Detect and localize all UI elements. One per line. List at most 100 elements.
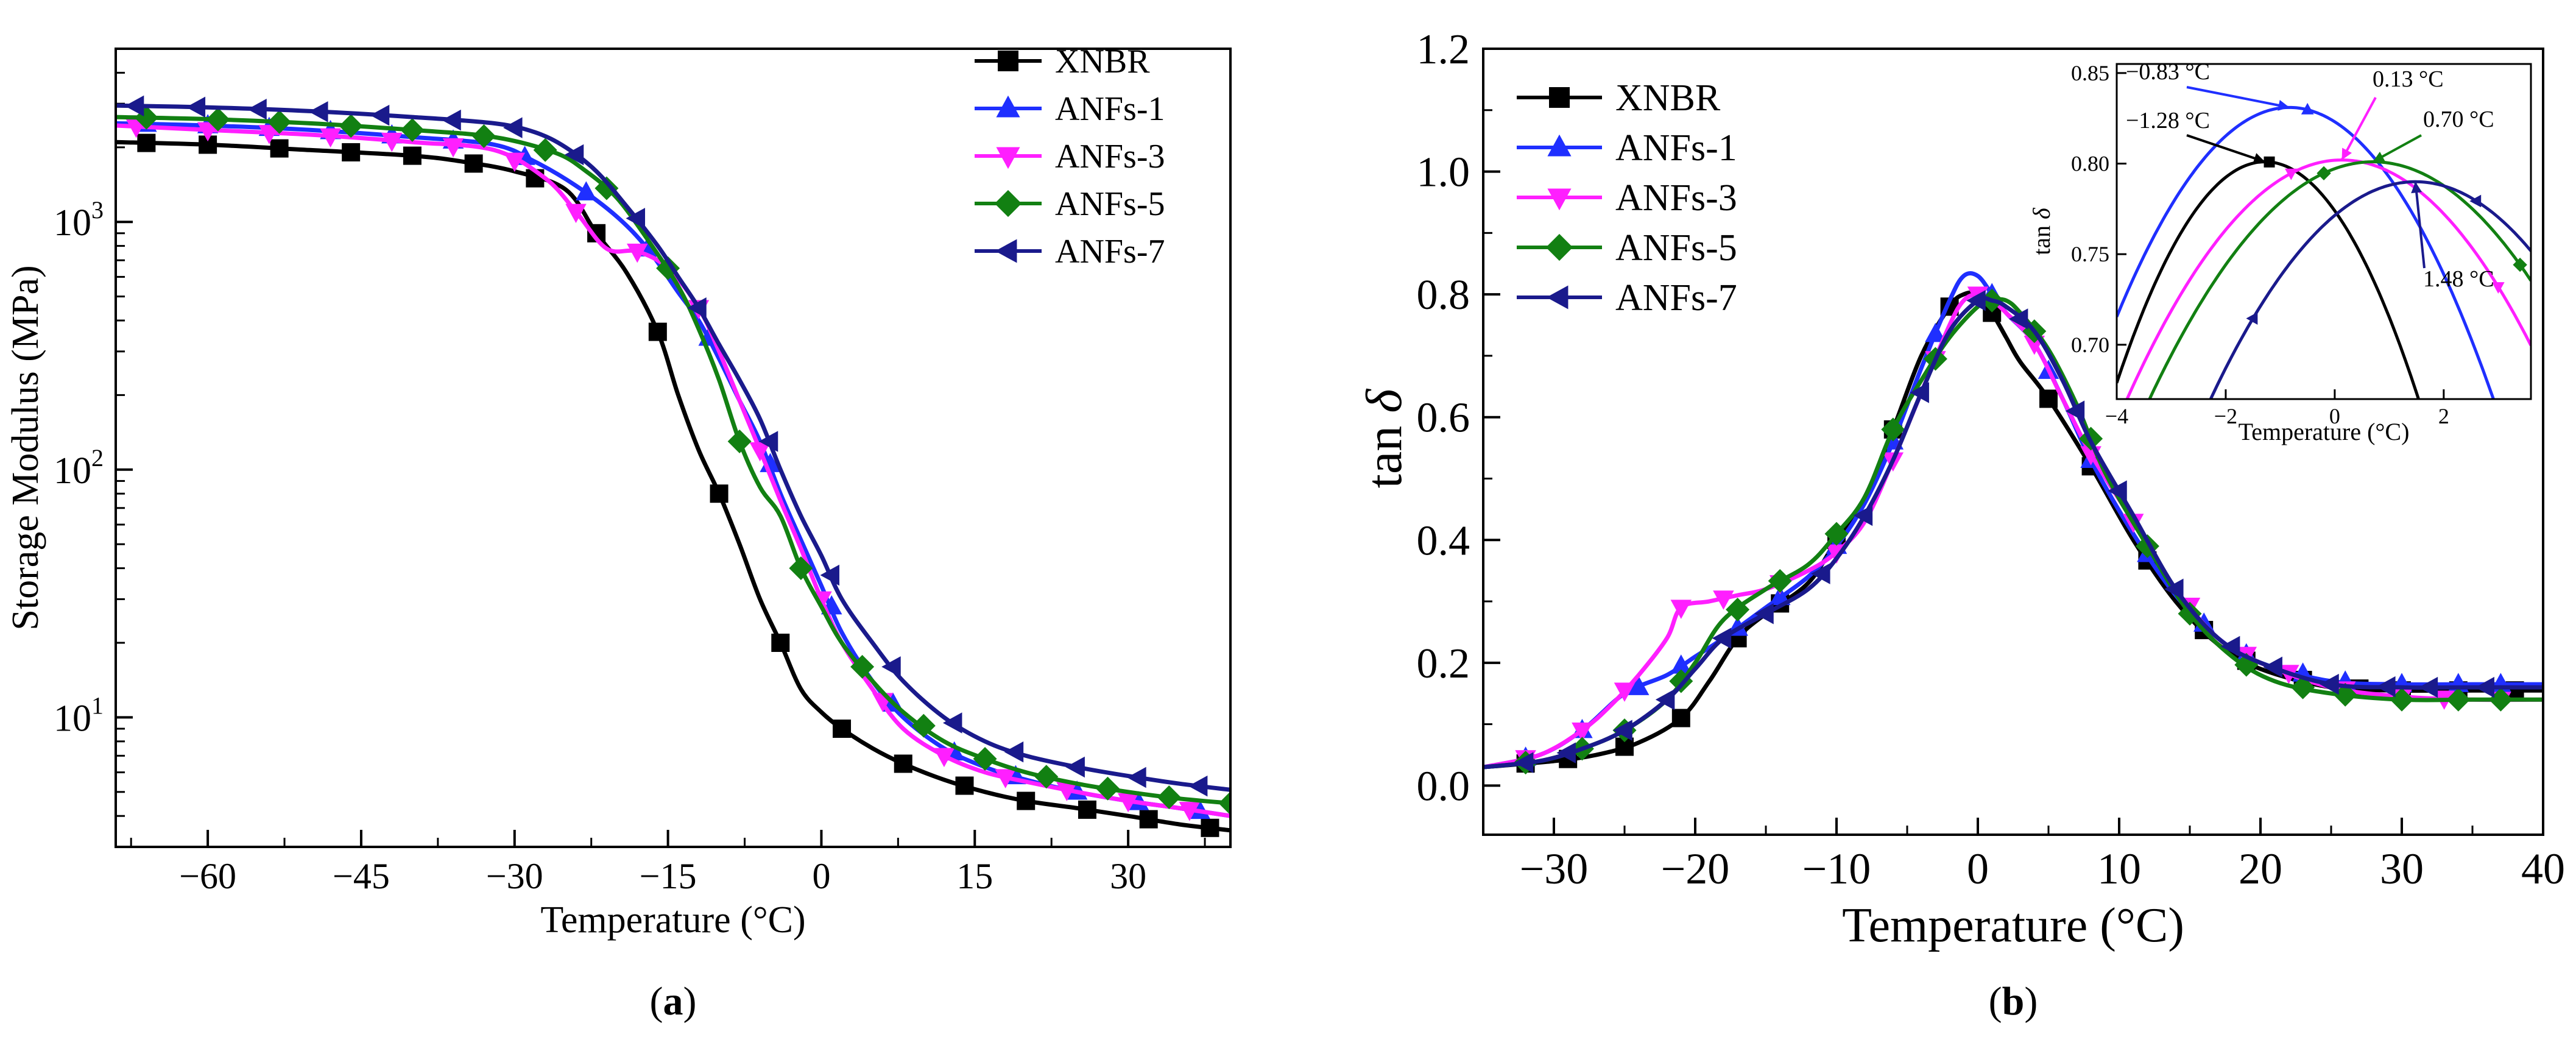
- series-marker-anfs-5: [1881, 417, 1905, 442]
- series-marker-anfs-5: [850, 654, 875, 679]
- series-marker-xnbr: [648, 322, 667, 341]
- inset-ytick-label: 0.85: [2071, 61, 2109, 85]
- inset-series-marker-anfs-1: [2301, 102, 2314, 115]
- series-marker-anfs-3: [995, 769, 1016, 788]
- panel-a-xtick-label: −60: [179, 856, 236, 896]
- panel-b-legend: XNBR ANFs-1 ANFs-3 ANFs-5 ANFs-7: [1517, 77, 1737, 319]
- series-marker-anfs-5: [1218, 791, 1230, 815]
- series-marker-xnbr: [771, 633, 790, 652]
- panel-a-xtick-label: 15: [956, 856, 993, 896]
- series-marker-anfs-5: [2390, 687, 2414, 712]
- inset-plot-frame: [2115, 63, 2532, 400]
- panel-b-xtick-label: 10: [2097, 844, 2141, 893]
- legend-marker-xnbr: [998, 51, 1018, 71]
- series-marker-anfs-7: [503, 117, 523, 138]
- inset-series-anfs-1: [2117, 102, 2496, 399]
- series-marker-anfs-3: [504, 152, 526, 172]
- inset-series-line-anfs-7: [2209, 180, 2531, 399]
- panel-b-plot-frame: [1482, 48, 2544, 836]
- series-marker-anfs-1: [1769, 586, 1791, 606]
- series-marker-anfs-7: [758, 431, 778, 452]
- panel-a: −60 −45 −30 −15 0 15 30 101 102 103 Temperatur…: [5, 43, 1232, 1024]
- inset-y-axis-label: tan δ: [2028, 207, 2055, 255]
- series-marker-anfs-5: [1726, 597, 1750, 621]
- inset-background: [2117, 64, 2531, 399]
- series-marker-xnbr: [894, 754, 912, 773]
- series-marker-anfs-5: [206, 107, 230, 132]
- inset-annotation-label: −1.28 °C: [2126, 108, 2210, 133]
- series-marker-anfs-1: [1925, 322, 1946, 342]
- panel-b-xtick-label: −20: [1661, 844, 1730, 893]
- series-marker-anfs-5: [911, 713, 936, 738]
- series-marker-anfs-7: [820, 564, 839, 586]
- legend-marker-xnbr: [1549, 87, 1570, 108]
- series-marker-anfs-7: [564, 144, 584, 166]
- series-marker-anfs-5: [656, 256, 680, 280]
- series-marker-anfs-7: [370, 104, 390, 126]
- panel-b-ytick-label: 0.4: [1417, 517, 1470, 564]
- panel-a-legend: XNBR ANFs-1 ANFs-3 ANFs-5 ANFs-7: [975, 43, 1165, 271]
- panel-b-x-axis-label: Temperature (°C): [1842, 899, 2184, 952]
- series-marker-anfs-3: [749, 442, 771, 462]
- series-marker-anfs-7: [1966, 289, 1986, 311]
- series-marker-anfs-3: [197, 122, 219, 142]
- series-marker-xnbr: [1078, 800, 1096, 819]
- panel-b-xtick-label: 0: [1967, 844, 1989, 893]
- series-marker-anfs-5: [267, 110, 292, 134]
- series-marker-anfs-5: [789, 556, 813, 581]
- legend-label-anfs-3: ANFs-3: [1615, 177, 1737, 219]
- inset-series-marker-anfs-5: [2513, 257, 2527, 272]
- panel-a-ytick-label: 103: [54, 196, 104, 244]
- inset-series-xnbr: [2117, 156, 2421, 399]
- series-marker-anfs-7: [881, 656, 901, 678]
- series-marker-anfs-3: [1572, 722, 1593, 742]
- series-marker-anfs-7: [2376, 676, 2396, 698]
- legend-label-anfs-5: ANFs-5: [1055, 185, 1165, 223]
- panel-b-ytick-label: 0.0: [1417, 763, 1470, 810]
- legend-label-anfs-7: ANFs-7: [1055, 233, 1165, 271]
- inset-series-anfs-7: [2209, 180, 2531, 399]
- series-marker-anfs-3: [933, 748, 955, 768]
- inset-annotation-arrow: [2340, 97, 2377, 161]
- series-marker-anfs-3: [1179, 802, 1201, 821]
- series-line-anfs-7: [116, 103, 1230, 792]
- inset-x-axis-label: Temperature (°C): [2239, 418, 2410, 445]
- series-marker-anfs-7: [124, 95, 144, 117]
- panel-b-xtick-label: 20: [2239, 844, 2282, 893]
- series-marker-anfs-1: [576, 181, 597, 200]
- series-marker-anfs-3: [320, 128, 341, 148]
- panel-b-xtick-label: −30: [1520, 844, 1589, 893]
- series-marker-xnbr: [342, 143, 361, 161]
- inset-annotation-arrowhead: [2411, 182, 2422, 194]
- series-marker-anfs-7: [626, 208, 645, 229]
- panel-a-y-axis-label: Storage Modulus (MPa): [5, 265, 46, 630]
- series-marker-xnbr: [2039, 389, 2058, 408]
- series-marker-anfs-1: [1628, 676, 1650, 695]
- inset-annotation-arrowhead: [2278, 100, 2290, 111]
- inset-annotation-label: −0.83 °C: [2126, 59, 2210, 85]
- inset-series-anfs-5: [2148, 160, 2531, 399]
- legend-label-anfs-5: ANFs-5: [1615, 227, 1737, 269]
- inset-annotation-arrow: [2186, 86, 2290, 109]
- series-marker-anfs-1: [1670, 654, 1692, 674]
- legend-label-anfs-7: ANFs-7: [1615, 277, 1737, 319]
- series-marker-anfs-7: [1065, 756, 1085, 778]
- panel-b-inset: −4 −2 0 20.700.750.800.85 Temperature (°C) …: [2028, 59, 2532, 445]
- series-marker-anfs-3: [258, 125, 280, 144]
- series-marker-anfs-5: [727, 429, 752, 453]
- inset-annotation-arrowhead: [2341, 147, 2352, 160]
- series-marker-anfs-5: [1157, 785, 1181, 809]
- panel-b-y-axis-label: tan δ: [1356, 388, 1413, 489]
- legend-label-anfs-1: ANFs-1: [1055, 90, 1165, 128]
- inset-series-line-anfs-1: [2117, 105, 2496, 399]
- series-marker-anfs-3: [1117, 793, 1139, 813]
- series-marker-anfs-7: [247, 99, 267, 120]
- legend-marker-anfs-3: [1547, 188, 1572, 211]
- series-marker-anfs-7: [2065, 400, 2085, 422]
- series-marker-xnbr: [833, 720, 852, 738]
- panel-a-xtick-label: −30: [486, 856, 543, 896]
- series-marker-anfs-5: [2446, 687, 2471, 712]
- panel-a-xtick-label: 30: [1110, 856, 1146, 896]
- panel-b-ytick-label: 1.2: [1417, 26, 1470, 73]
